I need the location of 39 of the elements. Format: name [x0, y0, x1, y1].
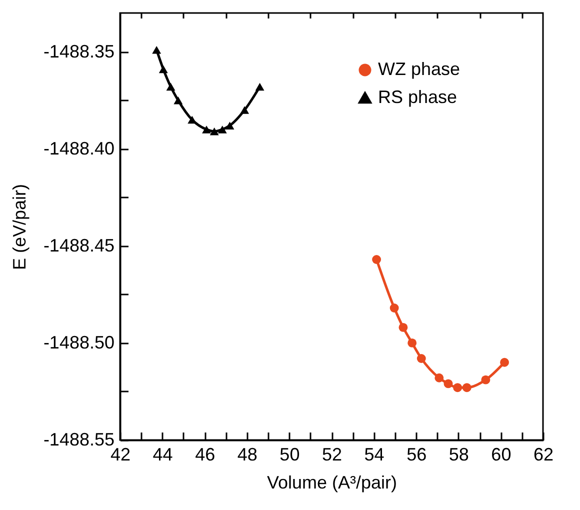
- point: [218, 126, 227, 134]
- y-tick-label: -1488.35: [43, 41, 114, 62]
- point: [202, 126, 211, 134]
- point: [444, 379, 453, 388]
- x-axis-title: Volume (A³/pair): [266, 472, 398, 492]
- point: [152, 46, 162, 54]
- point: [255, 82, 264, 91]
- point: [225, 122, 234, 130]
- x-tick-label: 58: [448, 444, 469, 464]
- point: [416, 354, 426, 363]
- point: [500, 358, 509, 367]
- point: [166, 82, 176, 91]
- point: [210, 128, 219, 136]
- x-tick-label: 50: [280, 444, 300, 464]
- point: [453, 383, 462, 392]
- y-tick-label: -1488.45: [43, 235, 114, 256]
- legend-label: WZ phase: [378, 59, 460, 79]
- x-tick-label: 44: [152, 444, 173, 464]
- point: [462, 383, 472, 392]
- x-tick-label: 46: [195, 444, 216, 464]
- y-axis-title: E (eV/pair): [9, 184, 30, 270]
- point: [158, 65, 168, 74]
- x-tick-label: 48: [237, 444, 258, 464]
- point: [481, 375, 490, 384]
- y-tick-label: -1488.40: [43, 138, 114, 158]
- point: [372, 255, 382, 264]
- x-tick-label: 52: [322, 444, 342, 464]
- point: [398, 322, 408, 332]
- point: [390, 304, 399, 312]
- point: [408, 338, 417, 348]
- y-tick-label: -1488.50: [43, 332, 114, 352]
- point: [434, 373, 444, 382]
- x-tick-label: 56: [406, 444, 427, 464]
- x-tick-label: 60: [491, 444, 512, 464]
- point: [174, 96, 183, 104]
- x-tick-label: 62: [533, 444, 554, 464]
- point: [240, 106, 250, 114]
- legend-label: RS phase: [378, 87, 458, 107]
- x-tick-label: 54: [364, 444, 384, 464]
